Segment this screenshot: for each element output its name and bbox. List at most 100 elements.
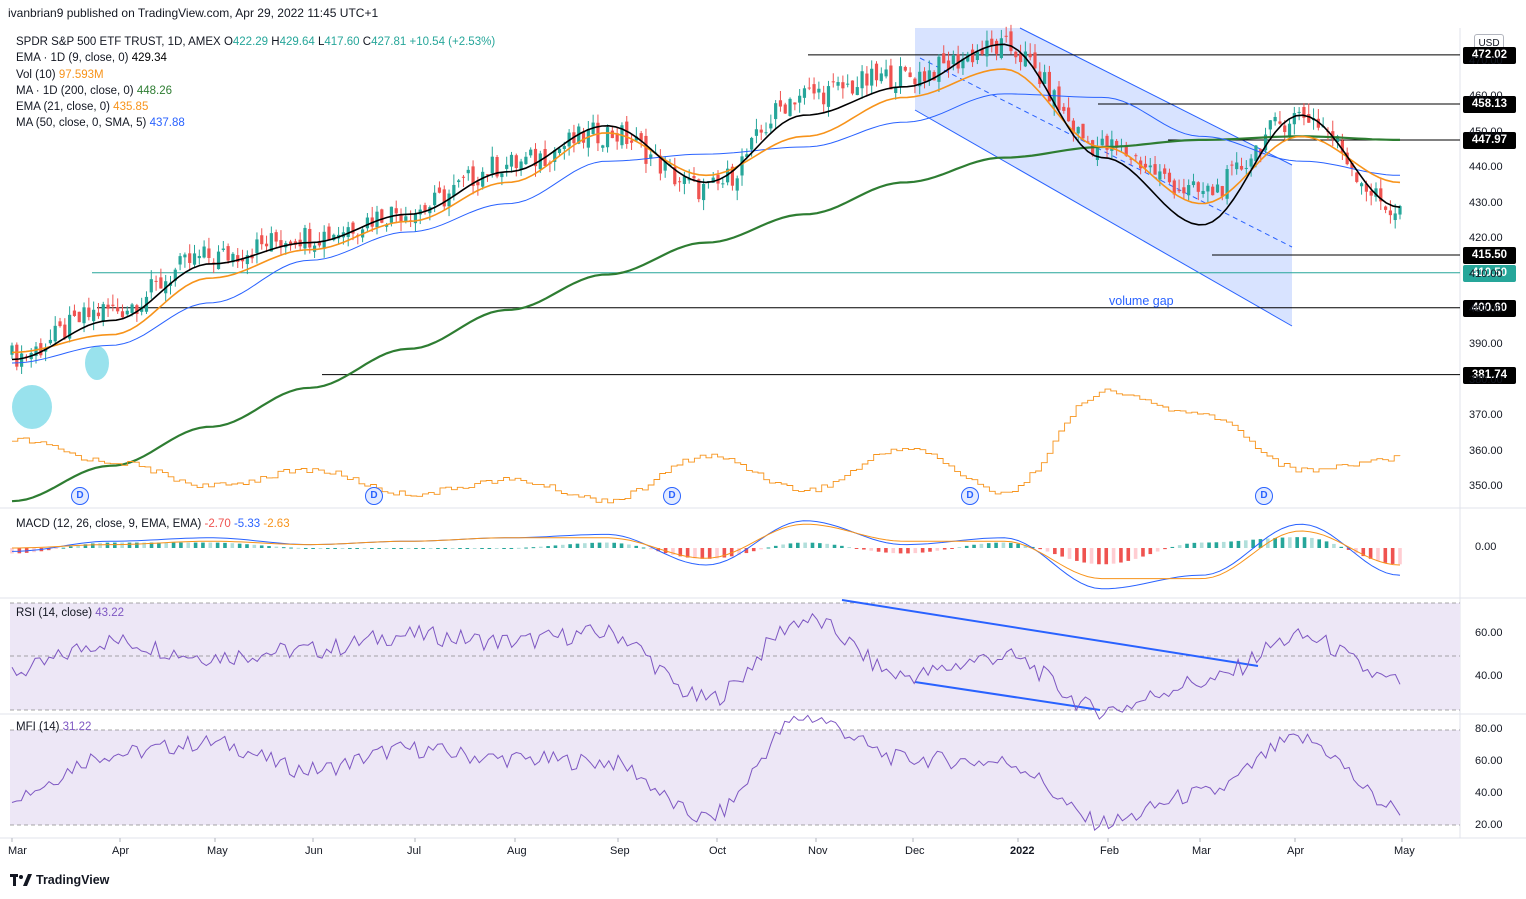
candle-body bbox=[130, 304, 134, 313]
candle-body bbox=[1163, 168, 1167, 174]
legend-row-ema21[interactable]: EMA (21, close, 0) 435.85 bbox=[16, 99, 495, 115]
ma50-line[interactable] bbox=[11, 93, 1401, 364]
mfi-line[interactable] bbox=[11, 714, 1401, 831]
macd-histogram-bar bbox=[1023, 545, 1028, 548]
candle-body bbox=[1374, 188, 1378, 197]
volume-line[interactable] bbox=[12, 388, 1401, 504]
footer-brand[interactable]: TradingView bbox=[10, 873, 109, 887]
price-tick-label: 380.00 bbox=[1469, 373, 1503, 386]
macd-histogram-bar bbox=[972, 544, 976, 548]
rsi-label: RSI (14, close) bbox=[16, 607, 93, 619]
price-tag-381.74[interactable]: 381.74 bbox=[1463, 366, 1516, 384]
dividend-marker[interactable]: D bbox=[71, 487, 89, 505]
macd-histogram-bar bbox=[193, 542, 198, 548]
candle-body bbox=[884, 69, 888, 77]
legend-row-ema9[interactable]: EMA · 1D (9, close, 0) 429.34 bbox=[16, 50, 495, 66]
candle-body bbox=[1239, 165, 1244, 170]
macd-histogram-bar bbox=[127, 542, 132, 548]
candle-body bbox=[1076, 127, 1080, 134]
candle-body bbox=[586, 128, 590, 148]
dividend-marker[interactable]: D bbox=[365, 487, 383, 505]
legend-row-symbol[interactable]: SPDR S&P 500 ETF TRUST, 1D, AMEX O422.29… bbox=[16, 34, 495, 50]
osc-tick-label: 60.00 bbox=[1475, 755, 1503, 767]
candle-body bbox=[1278, 121, 1282, 124]
candle-body bbox=[1359, 183, 1364, 187]
dividend-marker[interactable]: D bbox=[663, 487, 681, 505]
candle-body bbox=[322, 231, 326, 249]
price-tag-472.02[interactable]: 472.02 bbox=[1463, 46, 1516, 64]
candle-body bbox=[154, 280, 158, 282]
price-tag-458.13[interactable]: 458.13 bbox=[1463, 96, 1516, 114]
macd-histogram-bar bbox=[1317, 539, 1322, 548]
price-tag-410.50[interactable]: 410.50 bbox=[1463, 264, 1516, 282]
mfi-title[interactable]: MFI (14) 31.22 bbox=[16, 721, 91, 733]
legend-row-ma200[interactable]: MA · 1D (200, close, 0) 448.26 bbox=[16, 83, 495, 99]
descending-channel[interactable] bbox=[915, 28, 1292, 326]
macd-histogram-bar bbox=[1163, 548, 1167, 550]
macd-signal-line[interactable] bbox=[12, 523, 1401, 580]
candle-body bbox=[1187, 185, 1191, 196]
candle-body bbox=[481, 171, 485, 187]
ema21-line[interactable] bbox=[11, 68, 1401, 354]
channel-lower-line[interactable] bbox=[914, 109, 1293, 327]
ema9-line[interactable] bbox=[11, 43, 1401, 361]
macd-histogram-bar bbox=[898, 548, 903, 554]
channel-mid-line[interactable] bbox=[919, 57, 1293, 248]
rsi-title[interactable]: RSI (14, close) 43.22 bbox=[16, 607, 124, 619]
macd-histogram-bar bbox=[766, 547, 771, 549]
candle-body bbox=[634, 136, 638, 141]
candle-body bbox=[1143, 163, 1148, 168]
candle-body bbox=[701, 183, 706, 201]
macd-histogram-bar bbox=[854, 548, 859, 549]
candle-body bbox=[399, 214, 403, 222]
candle-body bbox=[533, 148, 538, 167]
dividend-marker[interactable]: D bbox=[961, 487, 979, 505]
ma200-line[interactable] bbox=[11, 135, 1400, 503]
macd-histogram-bar bbox=[891, 548, 896, 554]
macd-histogram-bar bbox=[362, 548, 367, 549]
legend-row-ma50[interactable]: MA (50, close, 0, SMA, 5) 437.88 bbox=[16, 115, 495, 131]
legend-row-vol[interactable]: Vol (10) 97.593M bbox=[16, 67, 495, 83]
volume-gap-label[interactable]: volume gap bbox=[1109, 294, 1174, 308]
candle-body bbox=[985, 40, 989, 57]
macd-histogram-bar bbox=[840, 545, 844, 548]
candle-body bbox=[692, 176, 696, 179]
macd-histogram-bar bbox=[208, 542, 213, 548]
candle-body bbox=[774, 103, 778, 120]
macd-histogram-bar bbox=[605, 542, 609, 548]
rsi-divergence-bottom[interactable] bbox=[914, 681, 1101, 711]
candle-body bbox=[966, 53, 970, 62]
macd-histogram-bar bbox=[1089, 548, 1094, 564]
macd-histogram-bar bbox=[472, 548, 477, 549]
rsi-line[interactable] bbox=[11, 612, 1401, 720]
candle-body bbox=[101, 304, 105, 321]
candle-body bbox=[721, 183, 725, 185]
candle-body bbox=[975, 51, 979, 61]
macd-histogram-bar bbox=[649, 548, 653, 550]
candle-body bbox=[140, 306, 144, 312]
candle-body bbox=[553, 150, 557, 162]
candle-body bbox=[15, 344, 19, 367]
dividend-marker[interactable]: D bbox=[1255, 487, 1273, 505]
candle-body bbox=[970, 49, 975, 63]
candle-body bbox=[509, 154, 514, 167]
price-tag-415.50[interactable]: 415.50 bbox=[1463, 247, 1516, 265]
candle-body bbox=[942, 53, 946, 64]
price-tag-400.60[interactable]: 400.60 bbox=[1463, 299, 1516, 317]
osc-tick-label: 0.00 bbox=[1475, 541, 1497, 553]
candle-body bbox=[956, 54, 960, 69]
candle-body bbox=[937, 56, 941, 82]
candle-body bbox=[1335, 136, 1340, 142]
candle-body bbox=[980, 48, 984, 55]
channel-upper-line[interactable] bbox=[1019, 27, 1293, 166]
price-tag-447.97[interactable]: 447.97 bbox=[1463, 132, 1516, 150]
macd-histogram-bar bbox=[1067, 548, 1072, 559]
candle-body bbox=[226, 246, 230, 261]
price-tick-label: 430.00 bbox=[1469, 196, 1503, 209]
macd-title[interactable]: MACD (12, 26, close, 9, EMA, EMA) -2.70 … bbox=[16, 518, 290, 530]
macd-histogram-bar bbox=[627, 544, 631, 548]
macd-histogram-bar bbox=[979, 543, 984, 548]
candle-body bbox=[365, 217, 370, 229]
rsi-divergence-top[interactable] bbox=[841, 599, 1259, 667]
